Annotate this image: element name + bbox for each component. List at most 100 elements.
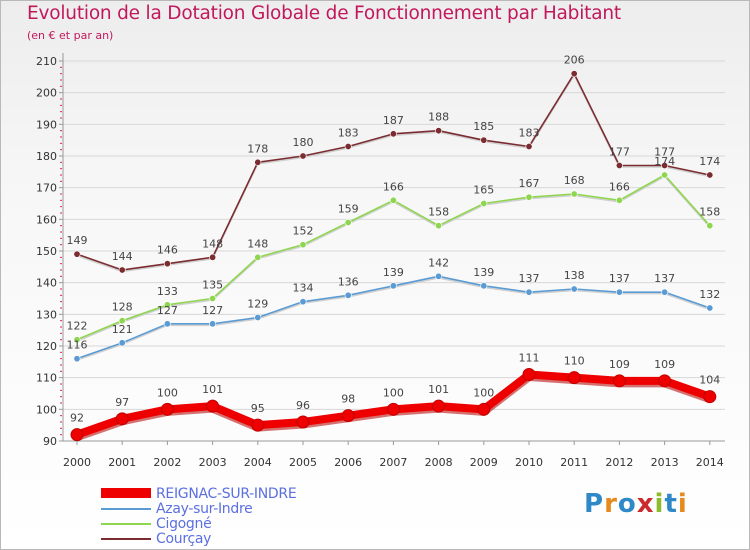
data-point	[706, 304, 714, 312]
data-point	[522, 368, 536, 381]
logo-letter: i	[654, 489, 665, 519]
y-tick-label: 140	[36, 277, 57, 290]
legend-swatch-courcay	[101, 538, 151, 540]
data-point	[299, 152, 307, 160]
legend-label-courcay: Courçay	[156, 531, 212, 547]
data-point	[435, 222, 443, 230]
data-point	[209, 320, 217, 328]
data-label: 132	[699, 288, 720, 301]
y-tick-label: 160	[36, 213, 57, 226]
legend-swatch-reignac	[101, 488, 151, 498]
data-label: 144	[112, 250, 133, 263]
logo-letter: i	[677, 489, 688, 519]
data-label: 98	[341, 393, 355, 406]
data-point	[525, 193, 533, 201]
data-point	[432, 399, 446, 413]
data-label: 137	[654, 272, 675, 285]
data-label: 100	[473, 386, 494, 399]
data-label: 136	[338, 275, 359, 288]
data-point	[299, 241, 307, 249]
data-point	[615, 288, 623, 296]
data-label: 166	[609, 180, 630, 193]
data-label: 185	[473, 120, 494, 133]
data-point	[706, 171, 714, 179]
x-tick-label: 2008	[425, 456, 453, 469]
data-point	[254, 313, 262, 321]
data-point	[525, 288, 533, 296]
data-point	[570, 70, 578, 78]
data-label: 96	[296, 399, 310, 412]
y-tick-label: 210	[36, 55, 57, 68]
data-label: 174	[699, 155, 720, 168]
x-tick-label: 2004	[244, 456, 272, 469]
data-label: 110	[564, 355, 585, 368]
data-point	[206, 399, 220, 413]
data-point	[344, 143, 352, 151]
data-label: 159	[338, 203, 359, 216]
legend-label-cigogne: Cigogné	[156, 516, 212, 532]
data-point	[299, 298, 307, 306]
data-label: 97	[115, 396, 129, 409]
data-label: 111	[519, 352, 540, 365]
data-point	[254, 253, 262, 261]
data-label: 121	[112, 323, 133, 336]
data-point	[567, 371, 581, 385]
x-tick-label: 2013	[651, 456, 679, 469]
legend-swatch-azay	[101, 508, 151, 510]
x-tick-label: 2014	[696, 456, 724, 469]
data-point	[163, 260, 171, 268]
x-tick-label: 2009	[470, 456, 498, 469]
data-label: 104	[699, 374, 720, 387]
data-point	[615, 196, 623, 204]
data-point	[389, 130, 397, 138]
data-label: 134	[293, 282, 314, 295]
chart-title: Evolution de la Dotation Globale de Fonc…	[27, 3, 621, 24]
data-point	[615, 162, 623, 170]
x-tick-label: 2012	[605, 456, 633, 469]
legend-swatch-cigogne	[101, 523, 151, 525]
y-tick-label: 100	[36, 403, 57, 416]
data-point	[344, 219, 352, 227]
data-label: 188	[428, 111, 449, 124]
data-point	[435, 272, 443, 280]
data-label: 168	[564, 174, 585, 187]
logo-letter: x	[636, 489, 655, 519]
data-label: 180	[293, 136, 314, 149]
chart-subtitle: (en € et par an)	[27, 29, 114, 42]
data-point	[73, 336, 81, 344]
x-tick-label: 2005	[289, 456, 317, 469]
data-label: 183	[519, 127, 540, 140]
data-point	[706, 222, 714, 230]
data-point	[661, 162, 669, 170]
series-line	[76, 72, 710, 271]
data-label: 100	[157, 386, 178, 399]
data-label: 149	[67, 234, 88, 247]
data-point	[658, 374, 672, 388]
x-tick-label: 2003	[199, 456, 227, 469]
data-point	[254, 158, 262, 166]
data-point	[570, 285, 578, 293]
y-tick-label: 200	[36, 87, 57, 100]
data-label: 92	[70, 412, 84, 425]
data-label: 167	[519, 177, 540, 190]
data-label: 127	[202, 304, 223, 317]
data-label: 122	[67, 320, 88, 333]
data-point	[570, 190, 578, 198]
y-tick-label: 90	[43, 435, 57, 448]
data-point	[209, 294, 217, 302]
data-label: 152	[293, 225, 314, 238]
data-label: 116	[67, 339, 88, 352]
proxiti-logo: Proxiti	[584, 489, 688, 519]
data-label: 137	[609, 272, 630, 285]
data-point	[480, 136, 488, 144]
data-point	[386, 402, 400, 416]
data-point	[160, 402, 174, 416]
data-label: 148	[247, 237, 268, 250]
y-tick-label: 120	[36, 340, 57, 353]
data-point	[118, 339, 126, 347]
logo-letter: r	[604, 489, 618, 519]
data-point	[525, 143, 533, 151]
data-label: 139	[473, 266, 494, 279]
data-label: 109	[609, 358, 630, 371]
